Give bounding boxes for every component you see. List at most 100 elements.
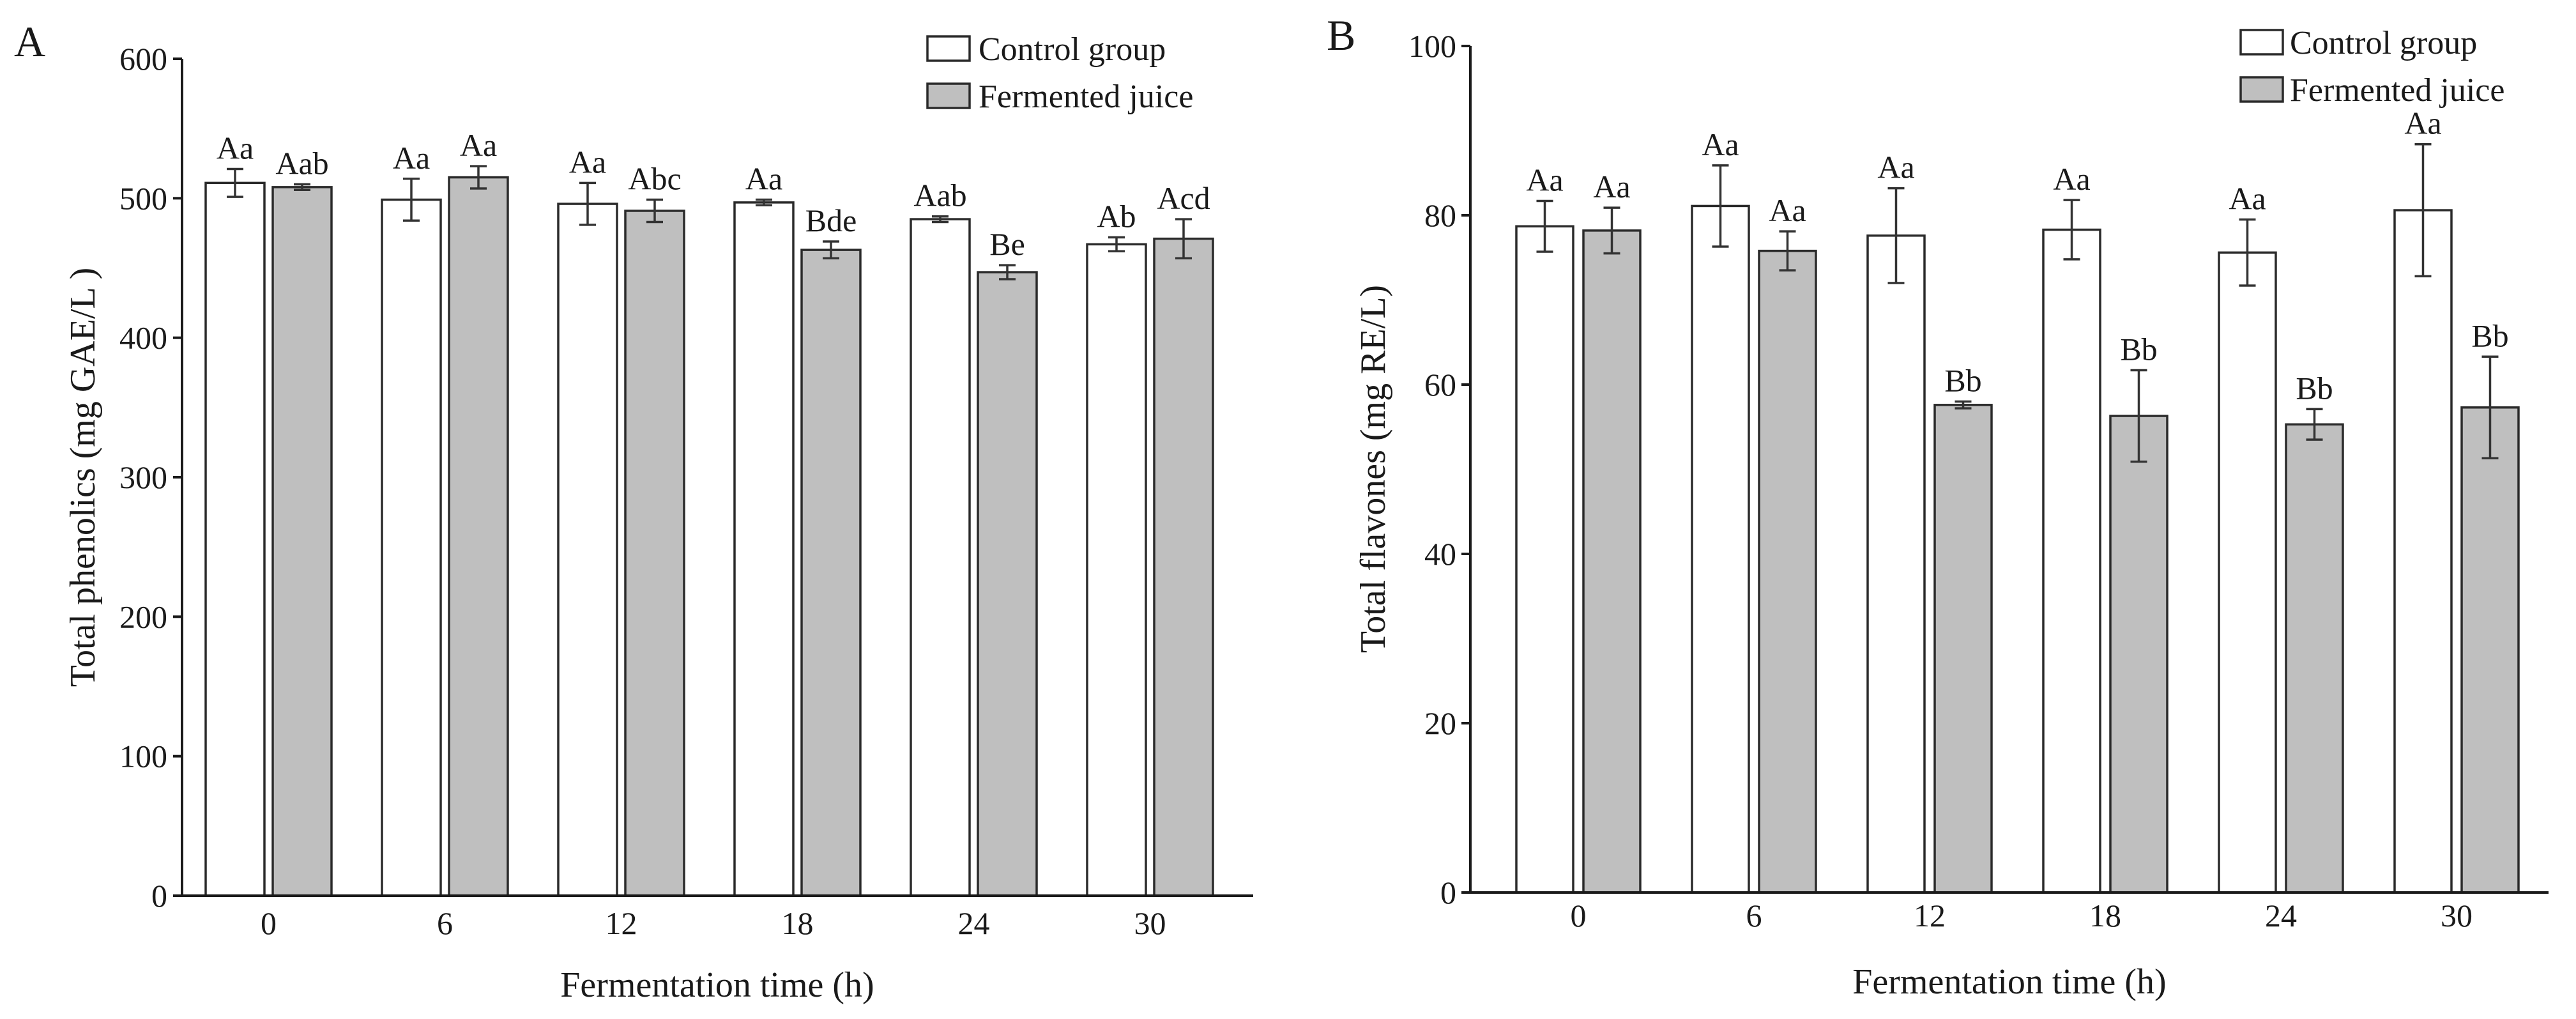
panel-b-x-tick-label: 18 <box>2089 898 2121 933</box>
panel-b-error-bar <box>1779 230 1796 272</box>
panel-b-x-tick-label: 12 <box>1914 898 1946 933</box>
panel-b-error-bar <box>1603 206 1620 255</box>
panel-a-significance-label: Abc <box>628 161 681 197</box>
panel-b-significance-label: Aa <box>2053 161 2090 197</box>
panel-b-bar-control-6 <box>1691 204 1750 894</box>
panel-a-x-tick-label: 12 <box>606 905 637 941</box>
panel-a-y-tick-label: 0 <box>151 878 167 914</box>
panel-a-bar-fermented-6 <box>448 176 509 897</box>
panel-b-significance-label: Aa <box>1593 169 1630 204</box>
panel-a-bar-fermented-30 <box>1153 237 1214 897</box>
panel-a-y-tick-label: 100 <box>119 739 167 774</box>
panel-b-bar-fermented-24 <box>2285 423 2344 894</box>
panel-a-legend-swatch-control <box>926 35 971 62</box>
panel-a-y-tick-label: 300 <box>119 459 167 495</box>
panel-a-error-bar <box>823 240 839 259</box>
panel-a-legend-label-fermented: Fermented juice <box>979 79 1193 115</box>
panel-b-significance-label: Aa <box>1877 149 1914 185</box>
panel-a-significance-label: Aa <box>569 144 606 180</box>
panel-a-significance-label: Bde <box>805 203 857 238</box>
panel-a-legend: Control group Fermented juice <box>926 31 1193 115</box>
panel-b-chart: B Aa Aa Aa Aa Aa Bb Aa Bb Aa Bb Aa Bb 0 20 40 60 80 100 0… <box>1327 11 2549 1002</box>
panel-a-x-tick-label: 18 <box>782 905 814 941</box>
panel-a-y-tick-label: 400 <box>119 320 167 356</box>
panel-b-significance-label: Aa <box>1526 162 1563 197</box>
panel-b-significance-label: Bb <box>2120 331 2157 367</box>
panel-a-bar-fermented-18 <box>800 249 862 897</box>
panel-a-error-bar <box>646 198 663 224</box>
panel-b-significance-label: Bb <box>1944 363 1981 399</box>
panel-b-x-tick-label: 6 <box>1746 898 1762 933</box>
panel-b-significance-label: Bb <box>2296 370 2333 406</box>
panel-a-significance-label: Aa <box>217 130 254 165</box>
panel-b-y-tick-label: 0 <box>1440 875 1456 910</box>
panel-a-y-tick-label: 500 <box>119 180 167 216</box>
panel-b-bar-fermented-18 <box>2109 415 2168 894</box>
panel-b-bar-control-0 <box>1515 225 1574 894</box>
panel-a-bar-control-30 <box>1086 243 1147 897</box>
panel-b-bar-fermented-30 <box>2460 406 2520 894</box>
panel-b-x-tick-label: 30 <box>2441 898 2473 933</box>
panel-a-letter: A <box>14 17 45 66</box>
panel-b-error-bar <box>2306 408 2323 441</box>
panel-a-bar-control-12 <box>557 203 618 897</box>
panel-b-error-bar <box>2481 355 2499 460</box>
panel-a-bar-fermented-0 <box>271 186 333 897</box>
panel-a-significance-label: Be <box>989 226 1025 262</box>
panel-b-error-bar <box>2414 142 2432 278</box>
panel-b-y-tick-label: 80 <box>1424 197 1456 233</box>
panel-b-error-bar <box>2239 218 2256 287</box>
panel-a-x-tick-label: 24 <box>958 905 990 941</box>
panel-a-chart: A Aa Aab Aa Aa Aa Abc Aa Bde Aab Be Ab Acd 0 100 200 3… <box>14 17 1253 1005</box>
panel-a-legend-label-control: Control group <box>979 31 1166 68</box>
panel-b-legend-label-control: Control group <box>2290 25 2477 61</box>
panel-a-error-bar <box>579 181 596 226</box>
panel-a-significance-label: Aa <box>393 140 430 176</box>
panel-b-legend-swatch-control <box>2239 29 2284 56</box>
panel-a-bar-fermented-12 <box>624 210 685 897</box>
panel-b-significance-label: Aa <box>1702 126 1739 162</box>
panel-b-error-bar <box>2130 369 2147 463</box>
panel-b-y-axis-title: Total flavones (mg RE/L) <box>1353 285 1393 653</box>
panel-a-y-tick-label: 600 <box>119 41 167 77</box>
panel-a-error-bar <box>1175 218 1192 259</box>
panel-b-x-tick-label: 0 <box>1571 898 1587 933</box>
panel-a-significance-label: Aab <box>275 146 328 181</box>
panel-b-significance-label: Aa <box>1769 192 1806 228</box>
panel-a-significance-label: Acd <box>1157 180 1210 216</box>
panel-b-error-bar <box>1712 164 1729 248</box>
panel-b-legend-swatch-fermented <box>2239 76 2284 103</box>
panel-a-significance-label: Ab <box>1097 198 1136 234</box>
panel-a-bar-control-18 <box>733 201 795 897</box>
panel-b-x-tick-label: 24 <box>2265 898 2297 933</box>
panel-b-y-tick-label: 20 <box>1424 705 1456 741</box>
panel-b-significance-label: Bb <box>2471 318 2508 353</box>
panel-b-bar-control-24 <box>2218 251 2277 894</box>
panel-a-error-bar <box>756 198 772 206</box>
panel-b-bar-fermented-12 <box>1933 404 1993 894</box>
panel-a-x-axis-title: Fermentation time (h) <box>560 965 874 1005</box>
panel-b-bar-control-12 <box>1866 234 1926 894</box>
panel-a-significance-label: Aa <box>460 127 497 163</box>
panel-b-legend-label-fermented: Fermented juice <box>2290 72 2504 109</box>
panel-a-error-bar <box>470 165 487 190</box>
panel-a-x-tick-label: 0 <box>261 905 277 941</box>
panel-b-error-bar <box>1955 400 1972 410</box>
panel-b-legend: Control group Fermented juice <box>2239 25 2504 109</box>
panel-b-error-bar <box>2063 199 2080 261</box>
panel-a-bar-control-24 <box>910 218 971 897</box>
panel-b-y-tick-label: 100 <box>1408 28 1456 64</box>
panel-b-y-tick-label: 40 <box>1424 536 1456 572</box>
panel-b-significance-label: Aa <box>2229 181 2266 217</box>
panel-a-significance-label: Aa <box>745 161 782 197</box>
panel-a-error-bar <box>932 215 949 224</box>
panel-a-bar-control-6 <box>381 198 442 897</box>
panel-a-bar-control-0 <box>204 181 266 897</box>
panel-b-x-axis-title: Fermentation time (h) <box>1852 962 2166 1002</box>
panel-a-error-bar <box>227 167 243 198</box>
panel-a-error-bar <box>1108 236 1125 253</box>
panel-b-bar-control-18 <box>2042 228 2101 894</box>
panel-b-error-bar <box>1536 199 1553 253</box>
panel-a-significance-label: Aab <box>913 178 966 213</box>
